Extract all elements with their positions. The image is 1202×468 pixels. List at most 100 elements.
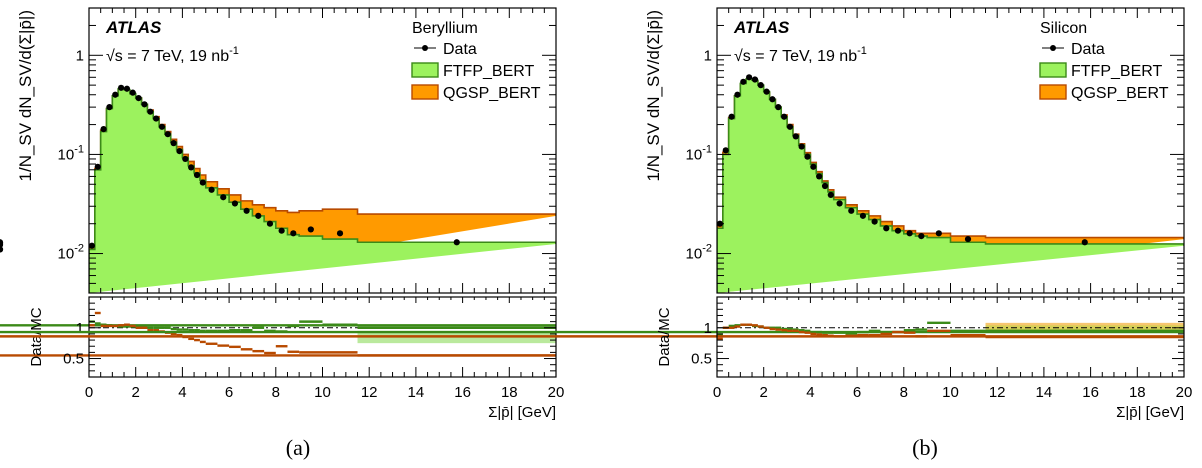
data-point [170, 140, 177, 147]
legend-ftfp-swatch [411, 62, 439, 78]
data-point [918, 232, 925, 240]
data-point [763, 88, 770, 95]
data-point [859, 212, 867, 219]
data-point [336, 230, 344, 237]
data-point [792, 133, 799, 140]
data-point [188, 164, 195, 171]
legend-qgsp-swatch [411, 84, 439, 100]
data-point [906, 230, 913, 237]
data-point [208, 186, 215, 193]
data-point [176, 148, 183, 155]
data-point [1081, 239, 1088, 246]
y-tick-label: 1 [704, 47, 712, 64]
data-point [804, 153, 811, 160]
legend: Data FTFP_BERT QGSP_BERT [1039, 41, 1169, 102]
caption-b: (b) [912, 435, 938, 460]
x-tick-label: 4 [806, 384, 814, 401]
legend-data-marker [1050, 45, 1056, 51]
x-tick-label: 10 [314, 384, 331, 401]
data-point [775, 104, 782, 111]
data-point [243, 207, 250, 214]
x-tick-label: 14 [1036, 384, 1053, 401]
data-point [266, 220, 274, 227]
data-point [141, 101, 148, 108]
data-point [728, 113, 735, 120]
x-tick-label: 4 [178, 384, 186, 401]
x-tick-label: 16 [454, 384, 471, 401]
data-point [112, 91, 119, 98]
y-tick-label: 10-1 [686, 143, 712, 163]
ratio-y-tick-label: 0.5 [63, 351, 84, 368]
y-tick-label: 10-2 [58, 243, 84, 263]
y-tick-label: 10-2 [686, 243, 712, 263]
data-point [883, 225, 890, 232]
ratio-y-axis-label: Data/MC [656, 307, 673, 366]
data-point [307, 226, 314, 233]
data-point [118, 84, 125, 91]
data-point [935, 230, 942, 237]
x-tick-label: 20 [548, 384, 565, 401]
legend-entry-label: FTFP_BERT [443, 63, 535, 80]
ratio-y-tick-label: 1 [704, 320, 712, 337]
ratio-y-tick-label: 0.5 [691, 351, 712, 368]
x-tick-label: 8 [900, 384, 908, 401]
data-point [769, 96, 776, 103]
ratio-y-tick-label: 1 [76, 320, 84, 337]
data-point [153, 115, 160, 122]
data-point [786, 123, 794, 130]
x-axis-label: Σ|p̄| [GeV] [488, 404, 556, 421]
data-point [848, 207, 855, 214]
legend: Data FTFP_BERT QGSP_BERT [411, 41, 541, 102]
x-tick-label: 10 [942, 384, 959, 401]
x-tick-label: 6 [853, 384, 861, 401]
legend-entry-label: Data [443, 41, 477, 58]
data-point [964, 235, 972, 243]
experiment-label: ATLAS [733, 18, 790, 37]
data-point [757, 82, 764, 89]
data-point [135, 94, 142, 102]
x-tick-label: 2 [760, 384, 768, 401]
x-tick-label: 0 [85, 384, 93, 401]
x-tick-label: 8 [272, 384, 280, 401]
data-point [220, 194, 227, 201]
energy-label: √s = 7 TeV, 19 nb-1 [106, 45, 239, 65]
data-point [827, 191, 834, 199]
material-label: Beryllium [412, 20, 478, 37]
x-tick-label: 16 [1082, 384, 1099, 401]
y-axis-label: 1/N_SV dN_SV/d(Σ|p̄|) [16, 10, 35, 181]
data-point [278, 227, 285, 234]
x-tick-label: 2 [132, 384, 140, 401]
x-axis-label: Σ|p̄| [GeV] [1116, 404, 1184, 421]
data-point [106, 104, 113, 111]
data-point [894, 227, 902, 234]
legend-ftfp-swatch [1039, 62, 1067, 78]
data-point [231, 200, 239, 207]
x-tick-label: 18 [501, 384, 518, 401]
energy-label: √s = 7 TeV, 19 nb-1 [734, 45, 867, 65]
data-point [147, 108, 154, 115]
x-tick-label: 20 [1176, 384, 1193, 401]
x-tick-label: 6 [225, 384, 233, 401]
x-tick-label: 12 [989, 384, 1006, 401]
y-axis-label: 1/N_SV dN_SV/d(Σ|p̄|) [644, 10, 663, 181]
data-point [88, 242, 96, 249]
experiment-label: ATLAS [105, 18, 162, 37]
data-point [129, 89, 136, 96]
data-point [734, 91, 741, 98]
data-point [871, 218, 878, 225]
data-point [290, 230, 297, 237]
legend-entry-label: QGSP_BERT [1071, 85, 1169, 102]
data-point [255, 212, 262, 219]
legend-data-marker [422, 45, 428, 51]
x-tick-label: 12 [361, 384, 378, 401]
ratio-plot-area [0, 321, 1184, 341]
data-point [199, 179, 206, 186]
data-point [94, 163, 101, 170]
data-point [816, 173, 823, 180]
data-point [821, 182, 829, 190]
data-point [746, 74, 753, 81]
x-tick-label: 14 [408, 384, 425, 401]
data-point [193, 171, 201, 179]
data-point [781, 113, 788, 120]
